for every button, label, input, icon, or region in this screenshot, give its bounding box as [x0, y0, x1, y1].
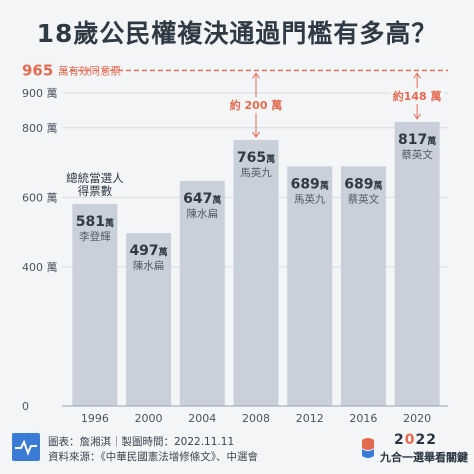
y-tick-label: 0 — [22, 400, 29, 413]
bar — [179, 180, 225, 406]
y-tick-label: 600 萬 — [22, 191, 58, 204]
footer-credit: 圖表：詹湘淇｜製圖時間：2022.11.11 — [48, 436, 235, 448]
x-tick-label: 1996 — [81, 412, 109, 425]
ballot-mark-icon — [360, 436, 376, 460]
brand-year: 2022 — [394, 432, 437, 448]
x-tick-label: 2012 — [296, 412, 324, 425]
winner-note: 總統當選人 — [66, 171, 124, 185]
gap-label: 約148 萬 — [393, 89, 442, 103]
threshold-value: 965 — [22, 61, 53, 79]
x-tick-label: 2016 — [349, 412, 377, 425]
y-tick-label: 400 萬 — [22, 261, 58, 274]
bar-value-unit: 萬 — [105, 217, 114, 229]
bar-value: 765 — [237, 150, 266, 166]
bar-value: 817 — [398, 132, 427, 148]
bar — [394, 121, 440, 407]
bar-value: 647 — [183, 191, 212, 207]
bar-value-unit: 萬 — [266, 153, 275, 165]
gap-label: 約 200 萬 — [230, 98, 283, 112]
bar-value-label: 647萬 — [183, 191, 221, 207]
x-tick-label: 2020 — [403, 412, 431, 425]
x-tick-label: 2000 — [135, 412, 163, 425]
brand-year-digit: 22 — [415, 432, 437, 448]
footer-source: 資料來源：《中華民國憲法增修條文》、中選會 — [48, 451, 258, 463]
bar-value-unit: 萬 — [374, 179, 383, 191]
gap-arrow-head — [252, 72, 260, 79]
bar-winner-label: 陳水扁 — [133, 259, 165, 272]
bar-value-unit: 萬 — [212, 194, 221, 206]
bar-value-label: 689萬 — [344, 176, 382, 192]
gap-arrow-head — [413, 72, 422, 79]
bar-winner-label: 蔡英文 — [401, 148, 433, 161]
gap-label-bg — [225, 97, 287, 114]
gap-arrow-head — [252, 131, 260, 138]
x-tick-label: 2008 — [242, 412, 270, 425]
threshold-text: 萬有效同意票 — [58, 64, 121, 77]
bar — [340, 166, 386, 406]
pulse-line-icon — [12, 433, 40, 461]
bar-value-label: 497萬 — [129, 243, 167, 259]
bar-value: 689 — [344, 176, 373, 192]
bar — [233, 139, 279, 406]
bar-value-label: 765萬 — [237, 150, 275, 166]
bar-value: 689 — [291, 176, 320, 192]
bar-value-label: 689萬 — [291, 176, 329, 192]
bar-value: 581 — [76, 214, 105, 230]
bar — [72, 203, 118, 406]
brand-year-digit: 2 — [394, 432, 405, 448]
y-tick-label: 900 萬 — [22, 87, 58, 100]
bar-value-unit: 萬 — [427, 135, 436, 147]
bar — [126, 233, 172, 406]
y-tick-label: 800 萬 — [22, 122, 58, 135]
bar-winner-label: 馬英九 — [294, 192, 326, 205]
gap-arrow-head — [413, 113, 422, 120]
bar-winner-label: 蔡英文 — [348, 192, 380, 205]
bar-value-label: 817萬 — [398, 132, 436, 148]
brand-name: 九合一選舉看關鍵 — [380, 451, 468, 464]
gap-label-bg — [390, 88, 445, 105]
bar-value-label: 581萬 — [76, 214, 114, 230]
bar-value: 497 — [129, 243, 158, 259]
brand-year-digit: 0 — [404, 432, 416, 448]
x-tick-label: 2004 — [188, 412, 216, 425]
bar-winner-label: 陳水扁 — [187, 207, 219, 220]
bar-winner-label: 馬英九 — [240, 166, 272, 179]
bar — [287, 166, 333, 406]
bar-value-unit: 萬 — [159, 246, 168, 258]
bar-value-unit: 萬 — [320, 179, 329, 191]
bar-winner-label: 李登輝 — [79, 230, 111, 243]
winner-note: 得票數 — [78, 184, 113, 198]
chart-title: 18歲公民權複決通過門檻有多高？ — [36, 19, 438, 48]
